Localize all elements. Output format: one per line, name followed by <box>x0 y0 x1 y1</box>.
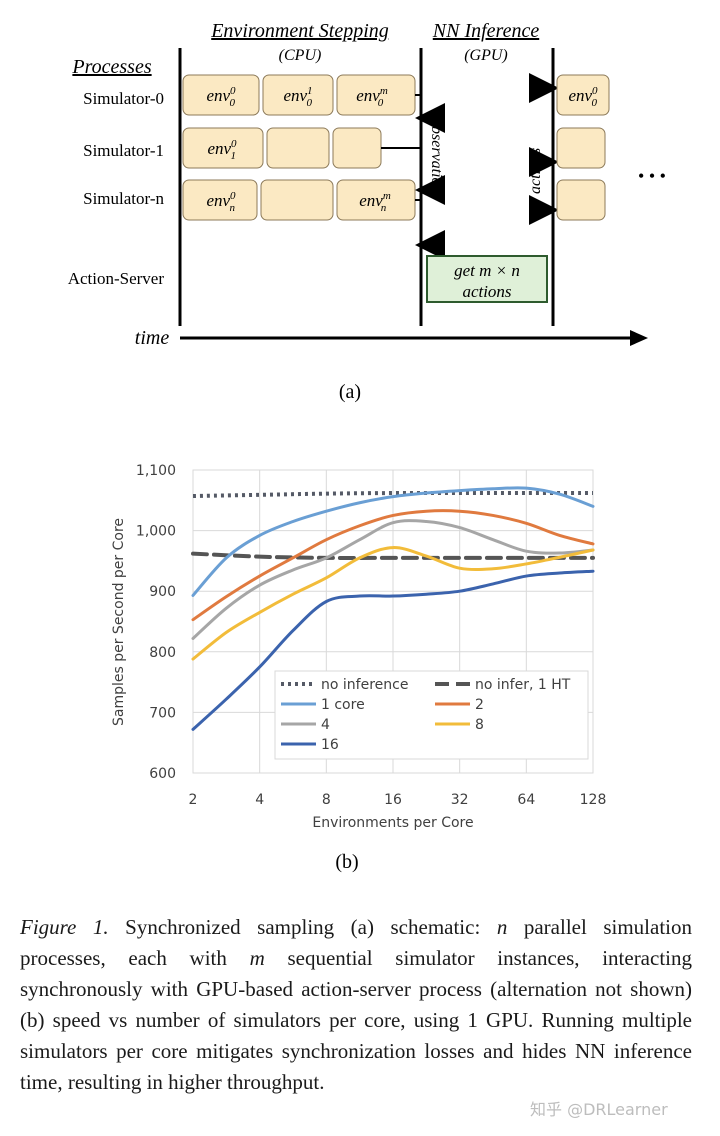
y-tick-label: 700 <box>149 705 176 721</box>
y-tick-label: 600 <box>149 766 176 782</box>
x-tick-label: 8 <box>322 792 331 808</box>
action-box-line1: get m × n <box>454 261 520 280</box>
ellipsis: • • • <box>638 166 666 186</box>
legend-label: no inference <box>321 677 408 693</box>
env-box: env0 0 <box>556 74 610 116</box>
env-box: envm n <box>336 179 416 221</box>
panel-label-b: (b) <box>335 851 358 873</box>
series-line-8 <box>191 546 595 661</box>
env-box <box>556 179 606 221</box>
schematic-diagram: Environment Stepping (CPU) NN Inference … <box>68 20 666 403</box>
env-box: env0 n <box>182 179 258 221</box>
series-line-4 <box>191 519 595 640</box>
legend-label: 1 core <box>321 697 365 713</box>
y-tick-label: 1,100 <box>136 463 176 479</box>
caption-text-3: sequential simulator instances, interact… <box>20 946 692 1094</box>
x-tick-label: 128 <box>580 792 607 808</box>
y-tick-label: 800 <box>149 645 176 661</box>
caption-var-n: n <box>496 915 508 939</box>
watermark: 知乎 @DRLearner <box>530 1100 668 1119</box>
line-chart: 600 700 800 900 1,000 1,100 2 4 8 16 32 64 128 no i… <box>111 463 607 873</box>
caption-text-1: Synchronized sampling (a) schematic: <box>108 915 497 939</box>
y-tick-label: 1,000 <box>136 524 176 540</box>
processes-label: Processes <box>71 56 151 78</box>
row-label-action-server: Action-Server <box>68 269 165 288</box>
x-tick-label: 2 <box>189 792 198 808</box>
caption-figure-label: Figure 1. <box>20 915 109 939</box>
action-server-box <box>426 255 548 303</box>
time-label: time <box>135 327 170 349</box>
x-tick-label: 64 <box>517 792 535 808</box>
row-label-simulator-0: Simulator-0 <box>83 89 164 108</box>
env-box: envm 0 <box>336 74 416 116</box>
series-line-16 <box>191 569 595 731</box>
observations-label: observations <box>428 118 445 200</box>
action-box-line2: actions <box>462 282 511 301</box>
legend-label: 4 <box>321 717 330 733</box>
caption-var-m: m <box>249 946 265 970</box>
legend-label: 8 <box>475 717 484 733</box>
series-line-no-infer-1-ht <box>191 551 595 560</box>
x-tick-label: 32 <box>451 792 469 808</box>
series-line-1-core <box>191 486 595 597</box>
header-env-cpu: (CPU) <box>279 47 322 64</box>
env-box: env0 1 <box>182 127 264 169</box>
series-line-2 <box>191 509 595 622</box>
header-env-stepping: Environment Stepping <box>210 20 389 42</box>
env-box <box>332 127 382 169</box>
x-tick-label: 16 <box>384 792 402 808</box>
legend-label: 2 <box>475 697 484 713</box>
env-box: env1 0 <box>262 74 334 116</box>
env-box: env0 0 <box>182 74 260 116</box>
figure-caption: Figure 1. Synchronized sampling (a) sche… <box>20 912 692 1098</box>
env-box <box>556 127 606 169</box>
legend-box <box>274 670 589 760</box>
row-label-simulator-n: Simulator-n <box>83 189 164 208</box>
legend-label: 16 <box>321 737 339 753</box>
x-axis-label: Environments per Core <box>312 815 473 831</box>
legend-label: no infer, 1 HT <box>475 677 571 693</box>
env-box <box>266 127 330 169</box>
row-label-simulator-1: Simulator-1 <box>83 141 164 160</box>
env-box <box>260 179 334 221</box>
header-nn-gpu: (GPU) <box>464 47 508 64</box>
panel-label-a: (a) <box>339 381 361 403</box>
header-nn-inference: NN Inference <box>432 20 540 42</box>
y-tick-label: 900 <box>149 584 176 600</box>
caption-text-2: parallel simulation processes, each with <box>20 915 692 970</box>
y-axis-label: Samples per Second per Core <box>111 518 127 726</box>
actions-label: actions <box>527 148 544 194</box>
x-tick-label: 4 <box>255 792 264 808</box>
